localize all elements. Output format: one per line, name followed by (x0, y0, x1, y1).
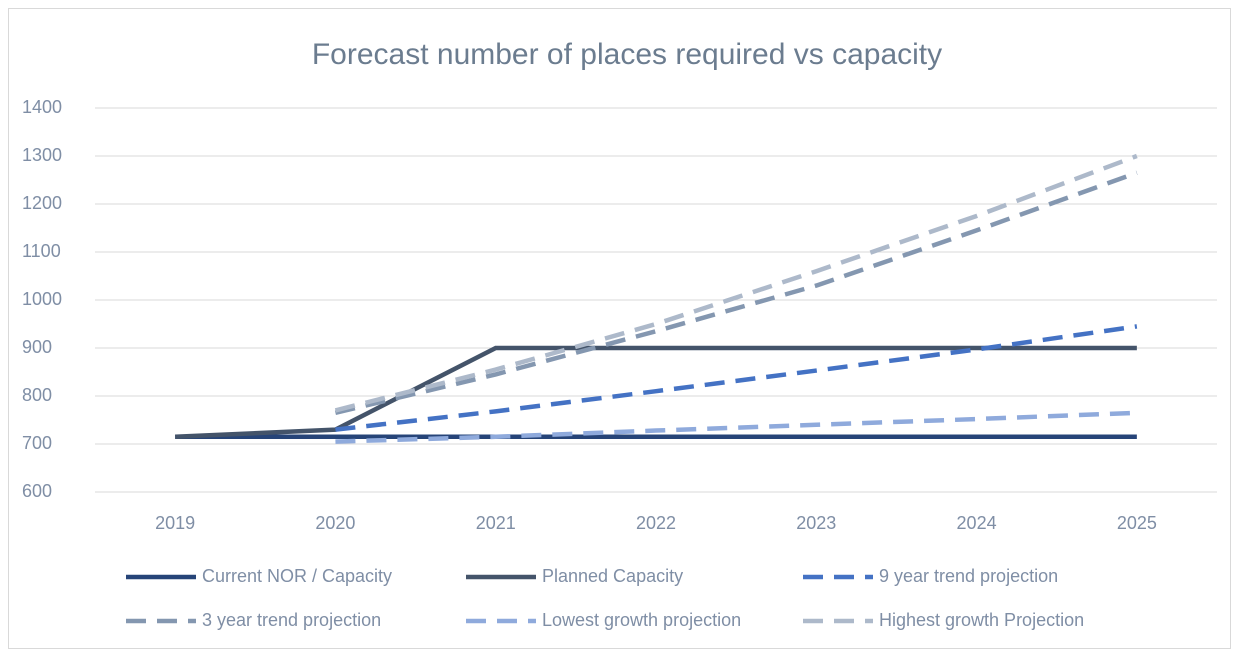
y-tick-label: 600 (22, 481, 52, 501)
x-tick-label: 2024 (957, 513, 997, 533)
legend-label: 9 year trend projection (879, 566, 1058, 586)
legend-label: Current NOR / Capacity (202, 566, 392, 586)
x-tick-label: 2020 (315, 513, 355, 533)
y-tick-label: 1400 (22, 97, 62, 117)
series-line (334, 153, 1138, 413)
legend-label: Lowest growth projection (542, 610, 741, 630)
series-line (335, 410, 1137, 444)
y-tick-label: 1000 (22, 289, 62, 309)
chart-title: Forecast number of places required vs ca… (312, 38, 942, 71)
y-tick-label: 800 (22, 385, 52, 405)
legend-label: 3 year trend projection (202, 610, 381, 630)
x-tick-label: 2019 (155, 513, 195, 533)
x-tick-label: 2022 (636, 513, 676, 533)
x-tick-label: 2023 (796, 513, 836, 533)
x-tick-label: 2021 (476, 513, 516, 533)
y-tick-label: 1300 (22, 145, 62, 165)
chart-border (8, 8, 1231, 649)
y-tick-label: 1200 (22, 193, 62, 213)
legend-label: Highest growth Projection (879, 610, 1084, 630)
legend-label: Planned Capacity (542, 566, 683, 586)
x-tick-label: 2025 (1117, 513, 1157, 533)
series-line (334, 170, 1138, 415)
y-tick-label: 900 (22, 337, 52, 357)
y-tick-label: 700 (22, 433, 52, 453)
y-tick-label: 1100 (22, 241, 61, 261)
series-line (335, 324, 1138, 432)
